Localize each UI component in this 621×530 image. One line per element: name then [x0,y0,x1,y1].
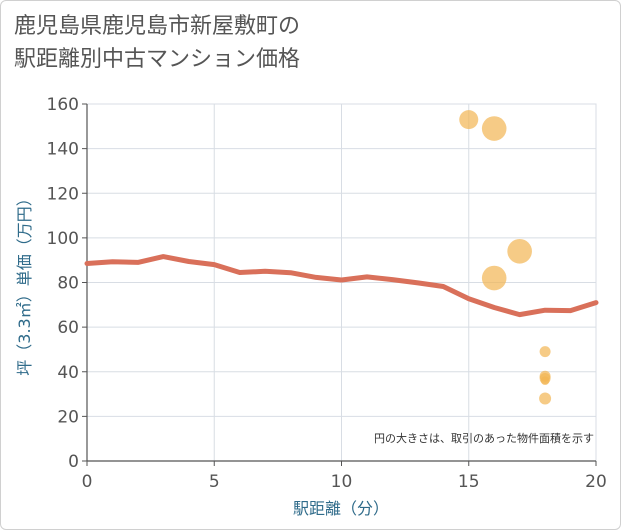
y-tick-label: 60 [57,318,79,338]
bubble-point [540,376,550,385]
bubble-series [459,110,552,405]
bubble-point [459,110,479,130]
y-tick-label: 120 [47,184,79,204]
line-series [84,254,599,318]
x-tick-label: 10 [331,472,353,492]
y-tick-label: 80 [57,274,79,294]
x-axis-label: 駅距離（分） [293,499,389,518]
size-note: 円の大きさは、取引のあった物件面積を示す [374,431,594,445]
chart-title-line-1: 鹿児島県鹿児島市新屋敷町の [14,14,301,39]
average-price-line [84,254,599,318]
bubble-point [481,265,507,291]
bubble-point [481,116,507,141]
chart-title-line-2: 駅距離別中古マンション価格 [14,47,301,72]
y-axis-label: 坪（3.3㎡）単価（万円） [15,190,34,375]
x-tick-label: 15 [458,472,480,492]
y-tick-label: 20 [57,407,79,427]
bubble-point [539,346,551,358]
y-tick-label: 160 [47,95,79,115]
y-tick-label: 140 [47,140,79,160]
x-tick-label: 0 [82,472,93,492]
bubble-point [507,238,532,264]
chart-title: 鹿児島県鹿児島市新屋敷町の 駅距離別中古マンション価格 [14,10,574,76]
grid [86,103,597,462]
y-tick-label: 100 [47,229,79,249]
x-tick-label: 5 [209,472,220,492]
tick-labels: 0 20 40 60 80 100 120 140 160 0 5 10 15 20 [47,95,607,492]
x-tick-label: 20 [585,472,607,492]
bubble-point [539,392,552,405]
y-tick-label: 0 [68,452,79,472]
axes [82,103,597,466]
y-tick-label: 40 [57,363,79,383]
